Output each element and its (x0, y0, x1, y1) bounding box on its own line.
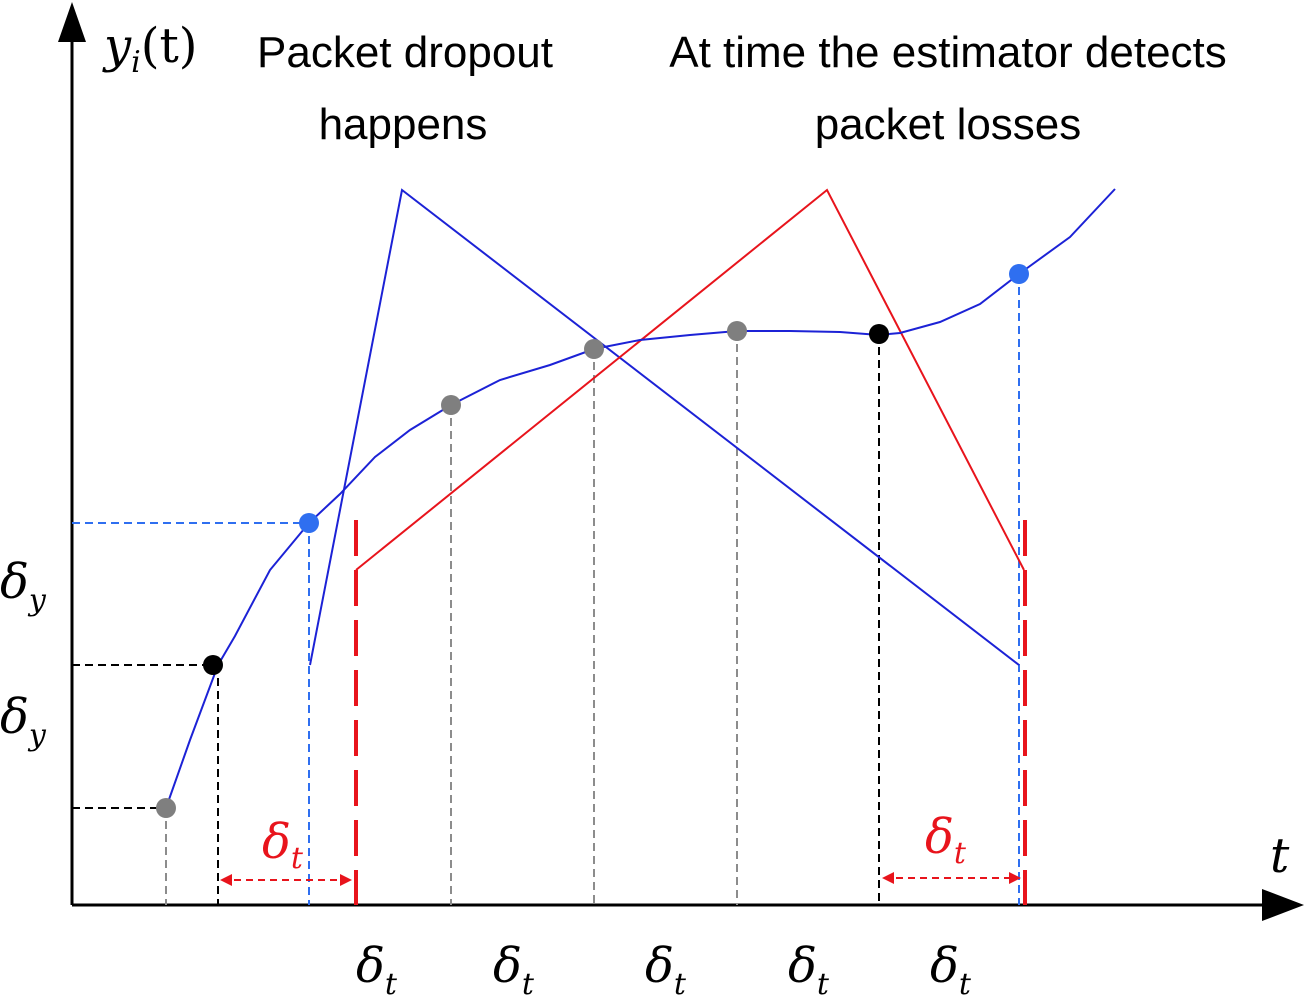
delta-y-label-lower: δy (0, 689, 47, 753)
sample-point-gray-2 (441, 395, 461, 415)
x-axis-label: t (1270, 828, 1290, 884)
tick-label-3: δt (645, 938, 687, 1000)
tick-label-2: δt (493, 938, 535, 1000)
red-triangle-line (355, 188, 1025, 571)
sample-point-gray-1 (156, 798, 176, 818)
delta-y-label-upper: δy (0, 554, 47, 618)
x-axis-arrow-icon (1262, 889, 1304, 921)
interval-label-right: δt (925, 809, 967, 871)
sample-point-black-1 (203, 655, 223, 675)
sample-point-blue-1 (299, 513, 319, 533)
sample-point-black-2 (869, 324, 889, 344)
interval-label-left: δt (262, 814, 304, 876)
sample-point-gray-3 (584, 339, 604, 359)
signal-curve (165, 188, 1116, 809)
detect-annotation-line1: At time the estimator detects (669, 28, 1227, 77)
tick-label-4: δt (788, 938, 830, 1000)
dropout-annotation-line2: happens (319, 100, 488, 149)
y-axis-arrow-icon (58, 2, 86, 42)
sample-point-gray-4 (727, 321, 747, 341)
dropout-annotation-line1: Packet dropout (257, 28, 553, 77)
y-axis-label: yi(t) (102, 18, 197, 80)
sample-point-blue-2 (1009, 264, 1029, 284)
tick-label-1: δt (356, 938, 398, 1000)
detect-annotation-line2: packet losses (815, 100, 1082, 149)
blue-triangle-line (309, 188, 1020, 666)
tick-label-5: δt (930, 938, 972, 1000)
